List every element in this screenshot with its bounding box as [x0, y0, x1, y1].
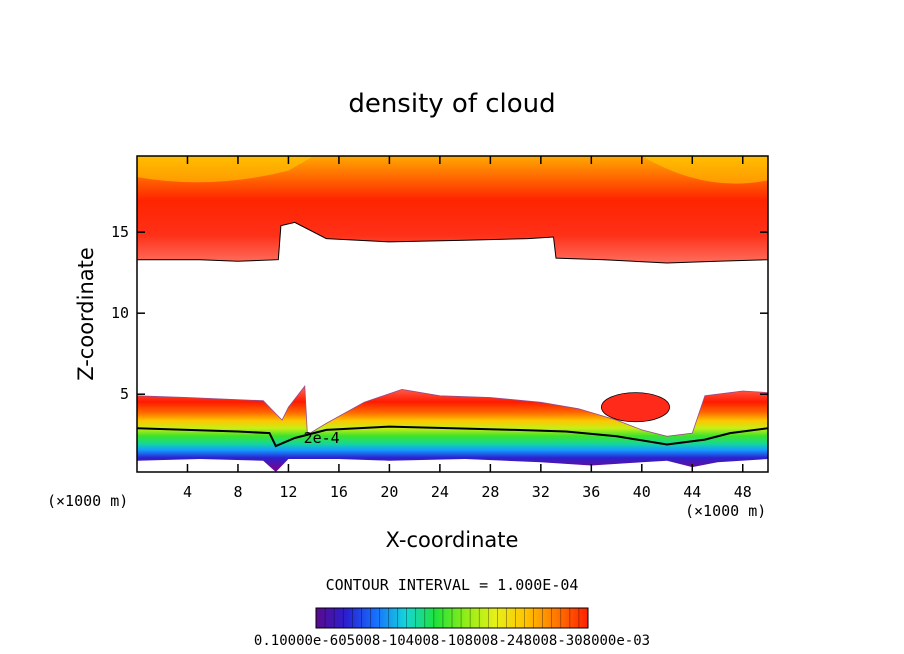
x-tick-label: 8 — [233, 483, 242, 501]
x-tick-label: 4 — [183, 483, 192, 501]
chart-title: density of cloud — [348, 89, 555, 119]
x-tick-label: 32 — [532, 483, 550, 501]
lower-cloud-outline — [137, 385, 768, 437]
isolated-cloud-patch — [601, 392, 670, 423]
contour-interval-text: CONTOUR INTERVAL = 1.000E-04 — [326, 576, 579, 594]
x-tick-label: 36 — [582, 483, 600, 501]
plot-frame — [136, 155, 769, 473]
x-unit-label: (×1000 m) — [685, 502, 766, 520]
x-axis-label: X-coordinate — [386, 528, 519, 552]
contour-label: 2e-4 — [304, 429, 340, 447]
x-tick-label: 48 — [734, 483, 752, 501]
x-tick-label: 40 — [633, 483, 651, 501]
x-axis-ticks: 4 8 12 16 20 24 28 32 36 40 44 48 — [183, 156, 752, 501]
x-tick-label: 12 — [279, 483, 297, 501]
x-tick-label: 28 — [481, 483, 499, 501]
x-tick-label: 20 — [380, 483, 398, 501]
colorbar-divisions — [324, 608, 580, 628]
contour-line-2e-4 — [137, 425, 768, 448]
plot-area: 2e-4 — [137, 156, 768, 472]
x-tick-label: 24 — [431, 483, 449, 501]
y-tick-label: 5 — [120, 385, 129, 403]
upper-cloud-region — [137, 156, 768, 264]
x-tick-label: 16 — [330, 483, 348, 501]
upper-cloud-core-left — [137, 156, 314, 183]
colorbar-labels: 0.10000e-605008-104008-108008-248008-308… — [254, 633, 650, 649]
y-unit-label: (×1000 m) — [47, 492, 128, 510]
x-tick-label: 44 — [683, 483, 701, 501]
upper-cloud-core-right — [641, 156, 768, 184]
y-tick-label: 10 — [111, 304, 129, 322]
y-axis-ticks: 5 10 15 — [111, 223, 768, 403]
y-axis-label: Z-coordinate — [74, 247, 98, 381]
y-tick-label: 15 — [111, 223, 129, 241]
